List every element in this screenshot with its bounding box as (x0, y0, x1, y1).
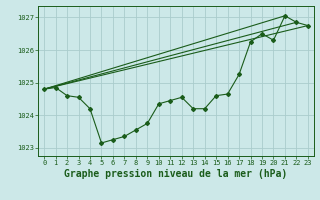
X-axis label: Graphe pression niveau de la mer (hPa): Graphe pression niveau de la mer (hPa) (64, 169, 288, 179)
